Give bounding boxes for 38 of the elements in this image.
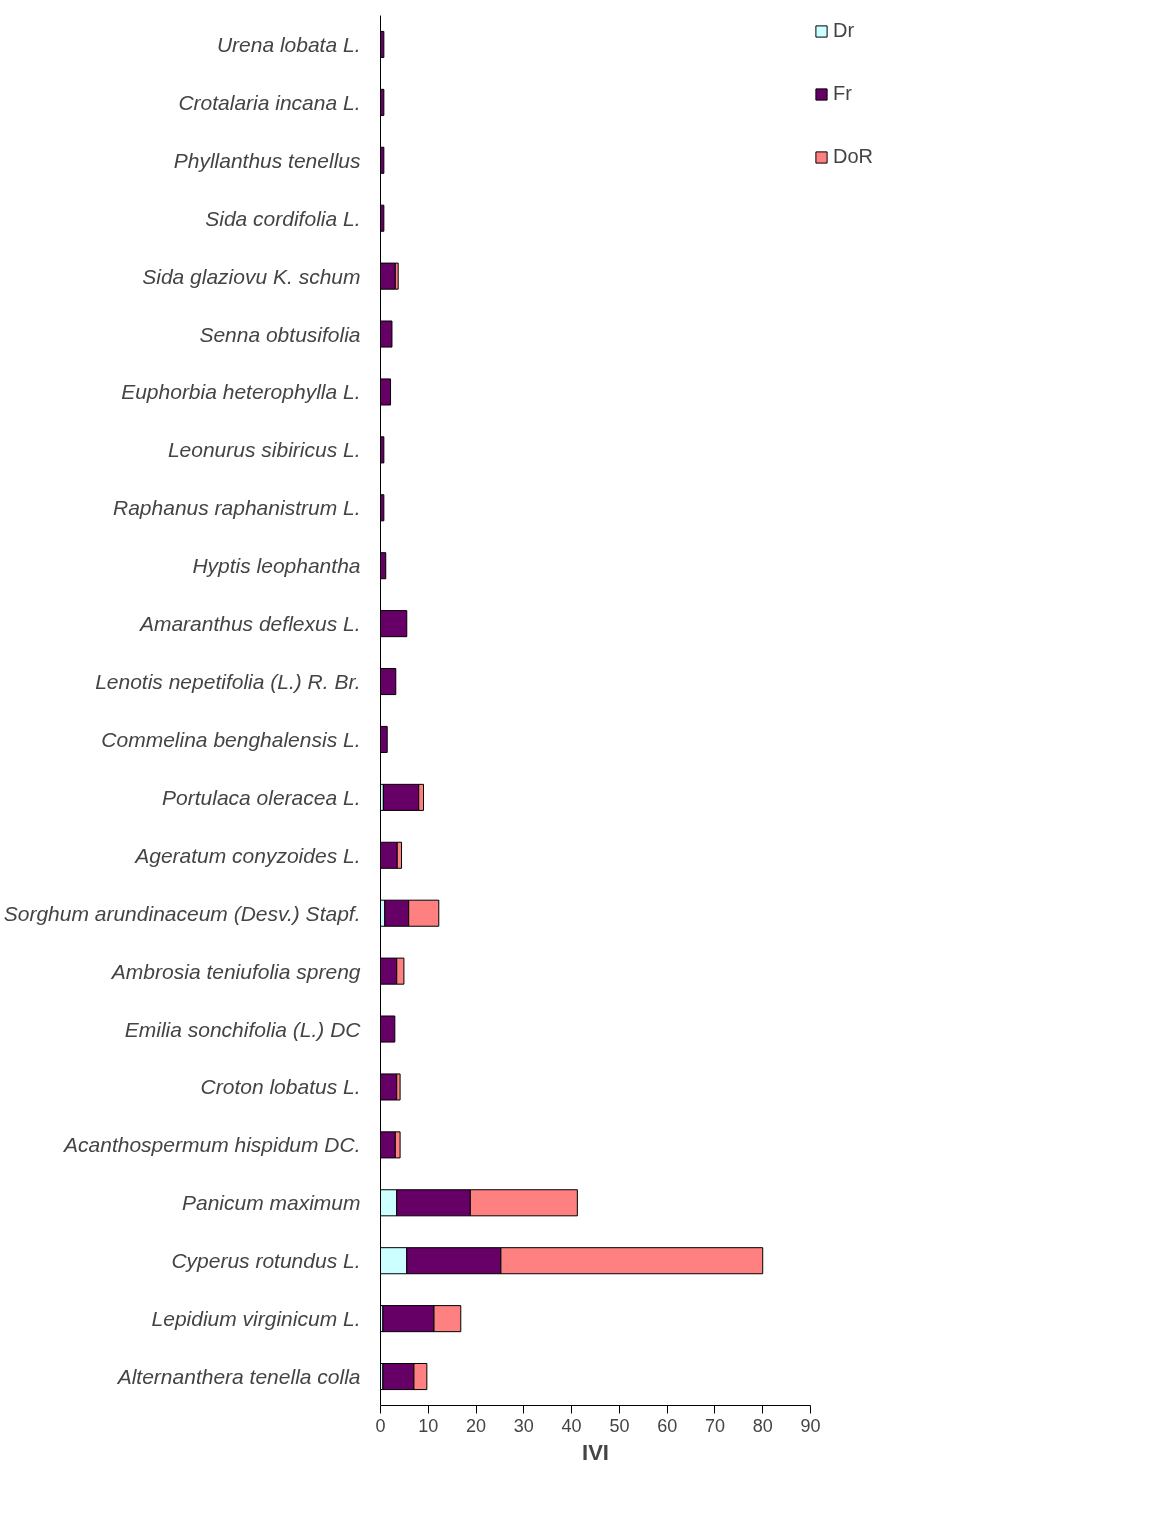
legend-label: Fr <box>833 82 853 105</box>
y-tick-label: Ambrosia teniufolia spreng <box>109 959 361 983</box>
y-tick-label: Portulaca oleracea L. <box>162 785 361 809</box>
legend-label: Dr <box>833 19 855 42</box>
x-tick-label: 0 <box>375 1415 386 1436</box>
y-tick-label: Raphanus raphanistrum L. <box>113 496 361 520</box>
x-tick-label: 10 <box>418 1415 439 1436</box>
y-tick-label: Lenotis nepetifolia (L.) R. Br. <box>95 670 361 694</box>
y-tick-label: Lepidium virginicum L. <box>151 1307 361 1331</box>
x-tick-label: 40 <box>561 1415 582 1436</box>
x-tick-label: 20 <box>466 1415 487 1436</box>
y-tick-label: Cyperus rotundus L. <box>171 1249 361 1273</box>
y-tick-label: Croton lobatus L. <box>200 1075 361 1099</box>
y-tick-label: Ageratum conyzoides L. <box>133 843 361 867</box>
y-tick-label: Amaranthus deflexus L. <box>137 612 361 636</box>
y-tick-label: Senna obtusifolia <box>199 322 361 346</box>
y-tick-label: Commelina benghalensis L. <box>101 727 361 751</box>
y-tick-label: Hyptis leophantha <box>192 554 361 578</box>
y-tick-label: Sorghum arundinaceum (Desv.) Stapf. <box>3 901 361 925</box>
x-tick-label: 80 <box>752 1415 773 1436</box>
y-tick-label: Emilia sonchifolia (L.) DC <box>124 1017 362 1041</box>
y-tick-label: Acanthospermum hispidum DC. <box>62 1133 361 1157</box>
y-tick-label: Sida glaziovu K. schum <box>142 264 361 288</box>
x-tick-label: 60 <box>657 1415 678 1436</box>
legend-label: DoR <box>833 145 874 168</box>
y-tick-label: Urena lobata L. <box>216 32 361 56</box>
x-tick-label: 70 <box>704 1415 725 1436</box>
y-tick-label: Leonurus sibiricus L. <box>167 438 361 462</box>
y-tick-label: Sida cordifolia L. <box>205 206 361 230</box>
y-tick-label: Alternanthera tenella colla <box>115 1365 361 1389</box>
y-tick-label: Euphorbia heterophylla L. <box>121 380 361 404</box>
x-tick-label: 90 <box>800 1415 821 1436</box>
y-tick-label: Phyllanthus tenellus <box>173 148 361 172</box>
y-tick-label: Crotalaria incana L. <box>178 90 361 114</box>
x-axis-title: IVI <box>582 1439 609 1465</box>
x-tick-label: 30 <box>513 1415 534 1436</box>
y-tick-label: Panicum maximum <box>181 1191 361 1215</box>
x-tick-label: 50 <box>609 1415 630 1436</box>
